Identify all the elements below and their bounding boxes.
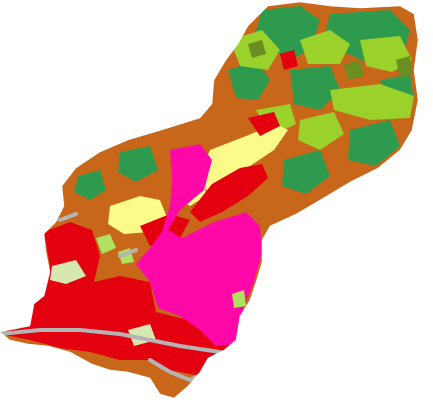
zone-urban	[0, 50, 298, 376]
region-border	[0, 1, 419, 399]
zone-industrial	[136, 144, 262, 346]
zone-grassland	[230, 30, 414, 150]
zone-light-green	[96, 234, 246, 308]
zone-olive	[248, 40, 412, 80]
zone-roads	[0, 212, 222, 383]
